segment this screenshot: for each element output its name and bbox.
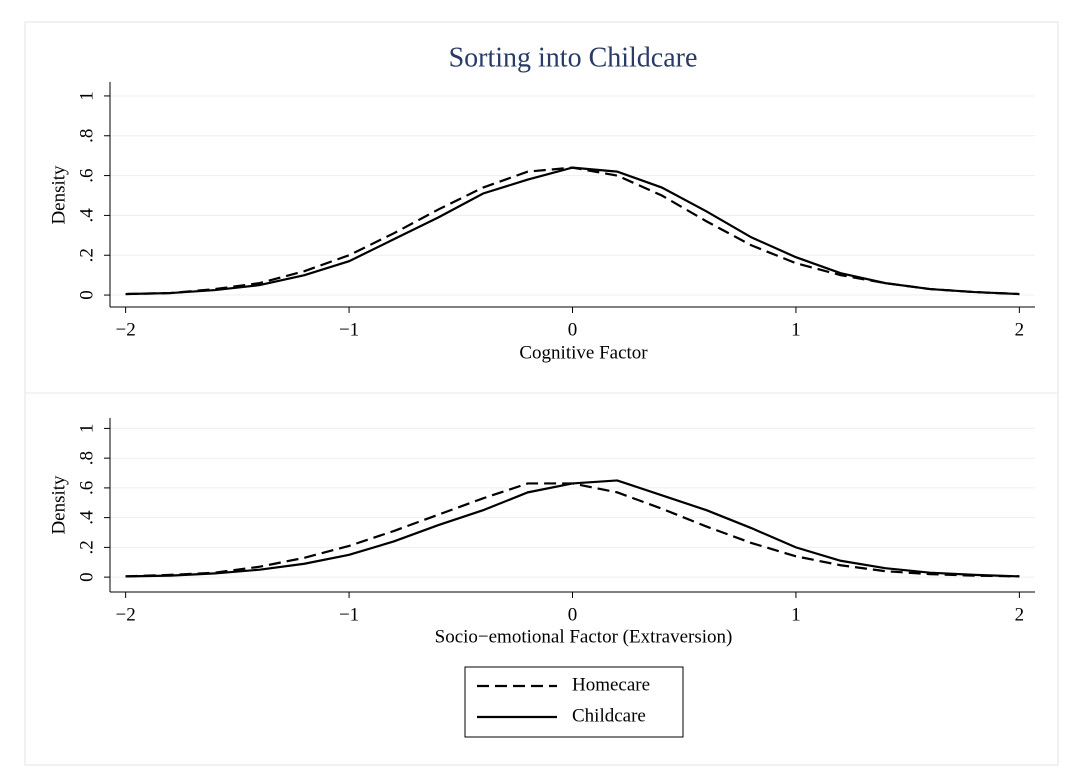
y-tick-label: .4 — [76, 208, 97, 223]
y-tick-label: .8 — [76, 451, 97, 465]
x-tick-label: 0 — [568, 319, 578, 340]
y-tick-label: 0 — [76, 290, 97, 300]
legend-label: Childcare — [572, 705, 646, 726]
legend-box — [464, 666, 684, 738]
y-tick-label: .2 — [76, 540, 97, 554]
y-axis-label: Density — [48, 165, 69, 225]
x-axis-label: Cognitive Factor — [519, 342, 648, 363]
y-tick-label: 1 — [76, 424, 97, 434]
y-tick-label: .6 — [76, 168, 97, 182]
y-tick-label: .2 — [76, 248, 97, 262]
x-axis-label: Socio−emotional Factor (Extraversion) — [435, 626, 733, 647]
x-tick-label: −1 — [339, 604, 359, 625]
x-tick-label: −2 — [116, 604, 136, 625]
y-tick-label: 1 — [76, 91, 97, 101]
legend-label: Homecare — [572, 674, 650, 695]
x-tick-label: −1 — [339, 319, 359, 340]
x-tick-label: 2 — [1015, 319, 1025, 340]
x-tick-label: 2 — [1015, 604, 1025, 625]
x-tick-label: 1 — [791, 319, 801, 340]
density-line — [125, 479, 1020, 578]
y-axis-label: Density — [48, 475, 69, 535]
y-tick-label: .6 — [76, 481, 97, 495]
density-line — [125, 166, 1020, 296]
y-tick-label: 0 — [76, 572, 97, 582]
x-tick-label: −2 — [116, 319, 136, 340]
x-tick-label: 0 — [568, 604, 578, 625]
chart-title: Sorting into Childcare — [449, 42, 698, 73]
y-tick-label: .4 — [76, 510, 97, 525]
y-tick-label: .8 — [76, 129, 97, 143]
x-tick-label: 1 — [791, 604, 801, 625]
